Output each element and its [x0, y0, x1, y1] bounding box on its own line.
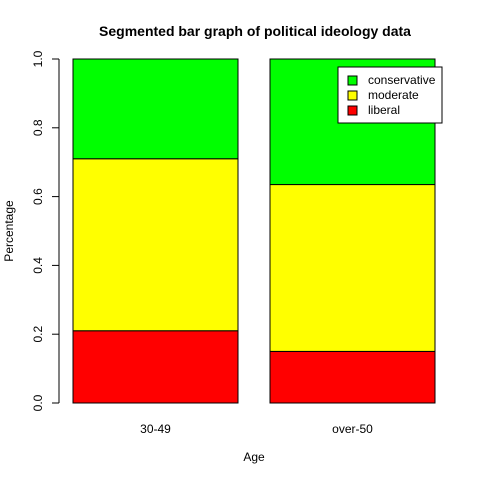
bar-segment-moderate-1 — [269, 184, 436, 352]
bar-segment-moderate-0 — [72, 158, 239, 332]
bar-segment-liberal-0 — [72, 330, 239, 404]
x-axis-labels: 30-49 over-50 — [140, 422, 373, 436]
y-tick-label: 0.4 — [31, 257, 45, 274]
x-tick-label: over-50 — [332, 422, 373, 436]
legend-label-moderate: moderate — [368, 88, 419, 102]
y-tick-label: 1.0 — [31, 50, 45, 67]
y-tick-label: 0.2 — [31, 326, 45, 343]
y-tick-label: 0.8 — [31, 119, 45, 136]
x-axis-label: Age — [243, 450, 265, 464]
legend-label-liberal: liberal — [368, 103, 400, 117]
y-axis-label: Percentage — [2, 200, 16, 262]
legend-swatch-conservative — [347, 75, 358, 86]
legend-label-conservative: conservative — [368, 73, 436, 87]
bar-segment-conservative-0 — [72, 58, 239, 160]
chart-title: Segmented bar graph of political ideolog… — [99, 23, 411, 39]
y-tick-label: 0.0 — [31, 394, 45, 411]
y-tick-label: 0.6 — [31, 188, 45, 205]
legend-swatch-moderate — [347, 90, 358, 101]
x-tick-label: 30-49 — [140, 422, 171, 436]
bar-segment-liberal-1 — [269, 350, 436, 404]
legend-swatch-liberal — [347, 105, 358, 116]
y-axis: 0.0 0.2 0.4 0.6 0.8 1.0 — [31, 50, 60, 411]
